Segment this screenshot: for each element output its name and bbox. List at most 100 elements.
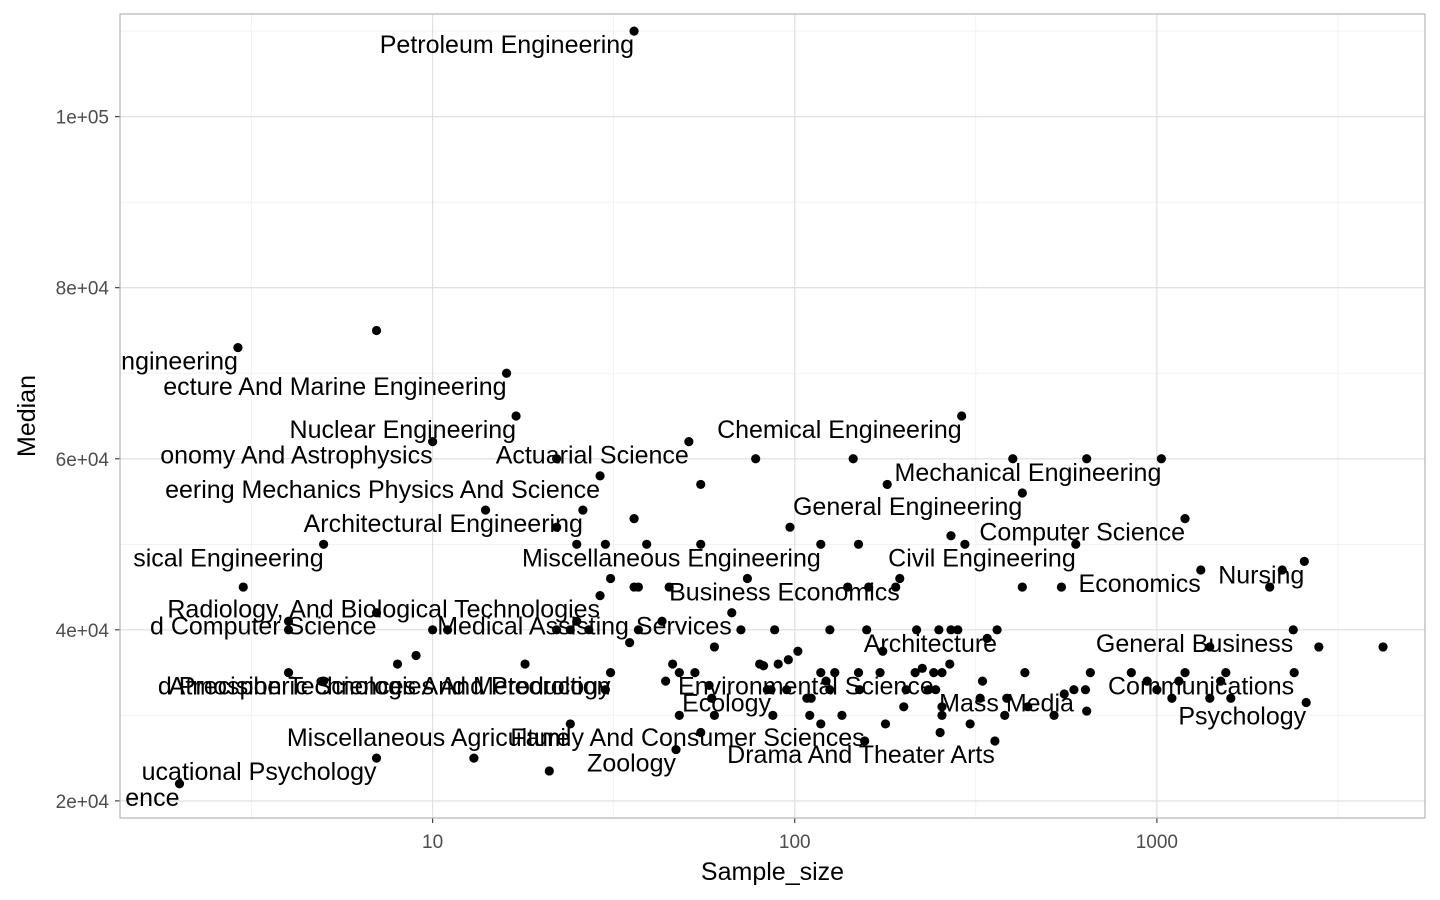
- data-point: [595, 471, 605, 481]
- data-point: [816, 719, 826, 729]
- data-point: [1126, 667, 1136, 678]
- x-tick-label: 1000: [1136, 832, 1178, 853]
- data-point: [511, 411, 521, 421]
- data-point: [768, 710, 778, 720]
- data-point: [1008, 454, 1018, 464]
- data-point: [565, 625, 575, 635]
- data-point: [1000, 710, 1010, 720]
- data-point: [1017, 582, 1027, 592]
- data-point: [1085, 667, 1095, 678]
- data-point: [853, 667, 864, 678]
- data-point: [629, 26, 639, 36]
- data-point: [937, 710, 947, 720]
- data-point: [520, 659, 530, 669]
- data-point: [1277, 565, 1287, 575]
- data-point: [1180, 514, 1190, 524]
- point-label: Family And Consumer Sciences: [510, 724, 864, 752]
- data-point: [773, 659, 783, 669]
- point-label: Business Economics: [669, 579, 900, 607]
- point-label: Miscellaneous Agriculture: [287, 724, 570, 752]
- data-point: [736, 625, 746, 635]
- point-label: Architectural Engineering: [304, 510, 583, 538]
- data-point: [1174, 676, 1184, 686]
- data-point: [696, 539, 706, 549]
- data-point: [283, 667, 294, 678]
- data-point: [945, 659, 955, 669]
- data-point: [1002, 693, 1012, 703]
- data-point: [860, 736, 870, 746]
- data-point: [751, 454, 761, 464]
- data-point: [238, 582, 248, 592]
- data-point: [584, 625, 594, 635]
- point-label: Miscellaneous Engineering: [522, 544, 821, 572]
- data-point: [283, 625, 294, 635]
- data-point: [544, 766, 554, 776]
- data-point: [371, 753, 382, 763]
- data-point: [1082, 706, 1092, 716]
- data-point: [864, 582, 874, 592]
- y-tick-label: 2e+04: [56, 792, 110, 813]
- data-point: [642, 539, 652, 549]
- data-point: [428, 437, 438, 447]
- data-point: [960, 539, 970, 549]
- data-point: [443, 625, 453, 635]
- data-point: [1226, 693, 1236, 703]
- data-point: [783, 655, 793, 665]
- data-point: [1167, 693, 1177, 703]
- data-point: [319, 676, 329, 686]
- data-point: [837, 710, 847, 720]
- data-point: [816, 667, 826, 678]
- point-label: Psychology: [1178, 703, 1306, 731]
- x-tick-label: 10: [422, 832, 443, 853]
- data-point: [825, 625, 835, 635]
- data-point: [1216, 676, 1226, 686]
- data-point: [1301, 697, 1311, 708]
- data-point: [911, 625, 922, 635]
- point-label: d Precision Technologies And Production: [158, 673, 611, 701]
- data-point: [392, 659, 403, 669]
- y-tick-label: 4e+04: [56, 621, 110, 642]
- data-point: [1069, 685, 1079, 695]
- data-point: [848, 454, 858, 464]
- data-point: [629, 514, 639, 524]
- data-point: [982, 633, 992, 643]
- x-tick-label: 100: [779, 832, 811, 853]
- data-point: [1314, 642, 1324, 652]
- point-label: Computer Science: [979, 519, 1185, 547]
- data-point: [935, 727, 945, 738]
- panel-border: [119, 13, 1426, 819]
- data-point: [937, 702, 947, 712]
- data-point: [937, 667, 947, 678]
- data-point: [661, 676, 671, 686]
- data-point: [552, 625, 562, 635]
- point-label: Atmospheric Sciences And Meteorology: [169, 673, 611, 701]
- data-point: [931, 685, 941, 695]
- data-point: [1205, 693, 1215, 703]
- data-point: [572, 616, 582, 626]
- data-point: [704, 680, 714, 691]
- y-tick-label: 1e+05: [56, 108, 109, 129]
- point-label: Drama And Theater Arts: [727, 741, 995, 769]
- data-point: [428, 625, 438, 635]
- data-point: [1082, 454, 1092, 464]
- point-label: Environmental Science: [678, 673, 934, 701]
- data-point: [953, 625, 963, 635]
- data-point: [674, 667, 684, 678]
- data-point: [1020, 667, 1030, 678]
- data-point: [1180, 667, 1190, 678]
- data-point: [821, 676, 831, 686]
- point-label: eering Mechanics Physics And Science: [165, 476, 600, 504]
- data-point: [411, 650, 421, 661]
- point-label: Mechanical Engineering: [895, 459, 1162, 487]
- point-label: Actuarial Science: [496, 442, 689, 470]
- data-point: [1049, 710, 1059, 720]
- data-point: [742, 573, 753, 584]
- data-point: [853, 539, 864, 549]
- data-point: [233, 342, 243, 353]
- data-point: [899, 702, 909, 712]
- data-point: [727, 608, 737, 618]
- data-point: [319, 539, 329, 549]
- point-label: Civil Engineering: [888, 544, 1076, 572]
- data-point: [977, 676, 988, 686]
- point-label: Zoology: [587, 750, 676, 778]
